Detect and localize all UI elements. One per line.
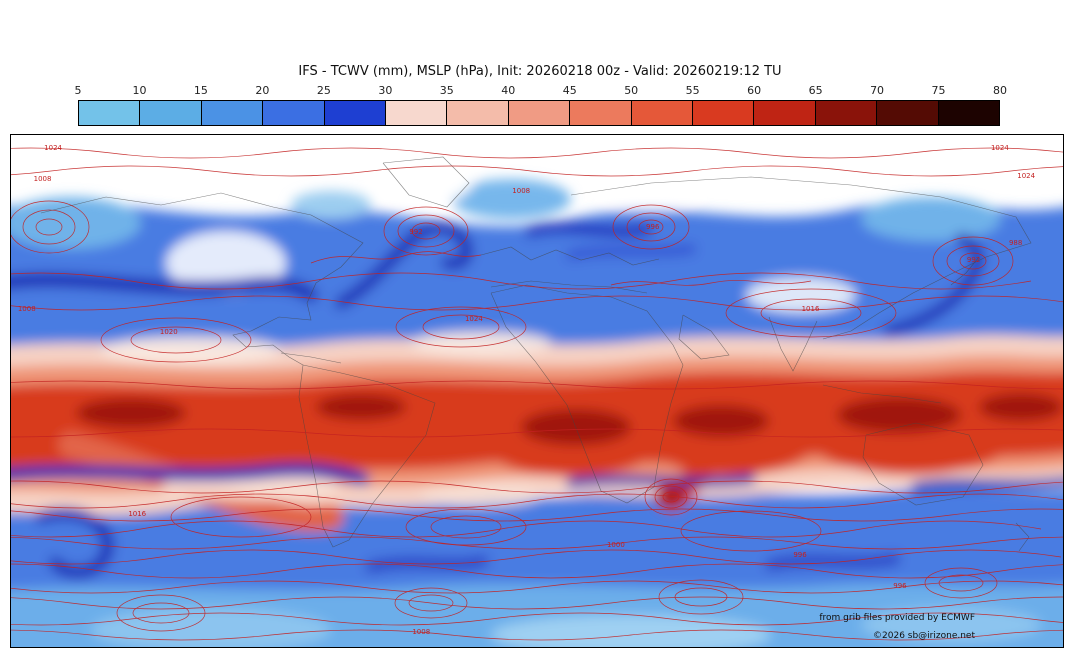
- colorbar-tick: 5: [74, 84, 82, 97]
- coastlines: [40, 156, 1032, 552]
- colorbar-segment: [570, 101, 631, 125]
- colorbar-segment: [631, 101, 693, 125]
- colorbar-segment: [201, 101, 263, 125]
- map-svg: [11, 147, 1063, 647]
- colorbar-tick: 45: [562, 84, 577, 97]
- colorbar-segment: [693, 101, 754, 125]
- colorbar-tick: 35: [439, 84, 454, 97]
- colorbar-tick: 75: [931, 84, 946, 97]
- colorbar-ticks: 5 10 15 20 25 30 35 40 45 50 55 60 65 70 75 80: [74, 84, 1008, 98]
- colorbar-segment: [324, 101, 386, 125]
- colorbar-segment: [754, 101, 815, 125]
- colorbar-tick: 40: [501, 84, 516, 97]
- colorbar-tick: 20: [255, 84, 270, 97]
- colorbar-segment: [877, 101, 938, 125]
- colorbar-tick: 55: [685, 84, 700, 97]
- colorbar-tick: 65: [808, 84, 823, 97]
- colorbar-segment: [938, 101, 1000, 125]
- colorbar-bar: [78, 100, 1000, 126]
- colorbar-segment: [508, 101, 570, 125]
- map-canvas: 1024 1008 1024 1024 992 1008 996 992 988 1024 1020…: [10, 134, 1064, 648]
- colorbar-segment: [447, 101, 508, 125]
- mslp-contours: [11, 147, 1063, 641]
- tcwv-field: [11, 153, 1063, 647]
- colorbar-segment: [79, 101, 140, 125]
- colorbar-tick: 10: [132, 84, 147, 97]
- colorbar-tick: 30: [378, 84, 393, 97]
- credit-copyright: ©2026 sb@irizone.net: [873, 631, 975, 641]
- colorbar-segment: [140, 101, 201, 125]
- colorbar: 5 10 15 20 25 30 35 40 45 50 55 60 65 70 75 80: [74, 84, 1008, 126]
- colorbar-segment: [815, 101, 877, 125]
- colorbar-tick: 25: [316, 84, 331, 97]
- colorbar-tick: 70: [870, 84, 885, 97]
- page-title: IFS - TCWV (mm), MSLP (hPa), Init: 20260…: [298, 64, 782, 79]
- colorbar-segment: [386, 101, 447, 125]
- colorbar-tick: 60: [747, 84, 762, 97]
- colorbar-tick: 15: [193, 84, 208, 97]
- colorbar-tick: 50: [624, 84, 639, 97]
- colorbar-segment: [263, 101, 324, 125]
- colorbar-tick: 80: [993, 84, 1007, 97]
- credit-ecmwf: from grib files provided by ECMWF: [819, 613, 975, 623]
